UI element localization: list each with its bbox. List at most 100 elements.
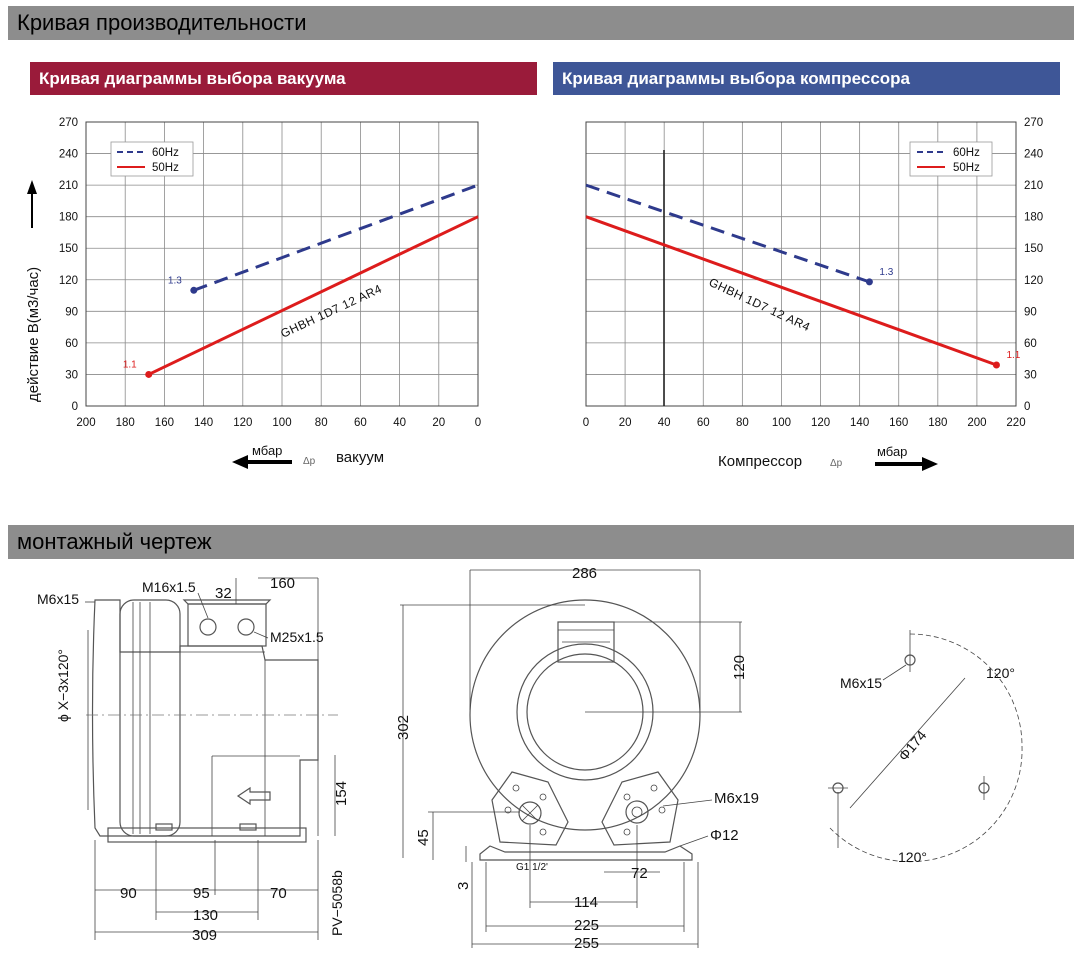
y-tick-label: 90 xyxy=(1024,306,1037,318)
x-tick-label: 220 xyxy=(1006,417,1025,429)
x-tick-label: 0 xyxy=(583,417,589,429)
series-end-label: 1.3 xyxy=(879,267,893,278)
flange-120-top-label: 120° xyxy=(986,665,1015,681)
vacuum-dp-symbol: Δp xyxy=(303,456,316,467)
compressor-x-axis-label: Компрессор xyxy=(718,453,802,470)
y-tick-label: 120 xyxy=(1024,275,1043,287)
legend-60hz-label: 60Hz xyxy=(953,147,980,159)
x-tick-label: 80 xyxy=(736,417,749,429)
side-32-dim: 32 xyxy=(215,585,232,602)
y-tick-label: 180 xyxy=(59,212,78,224)
series-endpoint xyxy=(992,361,1000,369)
front-302-dim: 302 xyxy=(395,715,412,740)
x-tick-label: 140 xyxy=(850,417,869,429)
compressor-chart-ticks: 0 20 40 60 80 100 120 140 160 180 200 220 0 30 60 90 120… xyxy=(583,117,1043,429)
y-tick-label: 210 xyxy=(59,180,78,192)
front-45-dim: 45 xyxy=(415,829,432,846)
front-view: 286 120 302 45 3 M6x19 Φ12 G1 1/2' 72 11… xyxy=(395,565,759,952)
performance-section-header: Кривая производительности xyxy=(8,6,1074,40)
series-line-60hz xyxy=(193,183,479,292)
series-line-50hz xyxy=(585,215,997,367)
vacuum-x-unit: мбар xyxy=(252,443,282,458)
vacuum-chart-legend: 60Hz 50Hz xyxy=(110,141,194,177)
vacuum-chart-series: 1.3 1.1 xyxy=(123,183,479,378)
x-tick-label: 200 xyxy=(967,417,986,429)
y-tick-label: 60 xyxy=(65,338,78,350)
side-95-dim: 95 xyxy=(193,885,210,902)
front-m6x19-label: M6x19 xyxy=(714,790,759,807)
y-tick-label: 240 xyxy=(59,149,78,161)
flange-view: M6x15 120° Φ174 120° xyxy=(828,630,1023,865)
y-tick-label: 180 xyxy=(1024,212,1043,224)
x-tick-label: 100 xyxy=(272,417,291,429)
right-arrow-icon xyxy=(875,457,938,471)
y-tick-label: 150 xyxy=(1024,243,1043,255)
x-tick-label: 40 xyxy=(658,417,671,429)
front-g1-label: G1 1/2' xyxy=(516,862,548,873)
y-tick-label: 60 xyxy=(1024,338,1037,350)
y-tick-label: 30 xyxy=(65,369,78,381)
y-tick-label: 120 xyxy=(59,275,78,287)
vacuum-chart-ticks: 200 180 160 140 120 100 80 60 40 20 00306090120150… xyxy=(59,117,481,429)
y-tick-label: 270 xyxy=(59,117,78,129)
front-120-dim: 120 xyxy=(731,655,748,680)
vacuum-chart-header-text: Кривая диаграммы выбора вакуума xyxy=(39,69,346,88)
x-tick-label: 140 xyxy=(194,417,213,429)
front-114-dim: 114 xyxy=(574,894,598,911)
series-endpoint xyxy=(190,286,198,294)
vacuum-chart-grid xyxy=(85,121,479,407)
side-309-dim: 309 xyxy=(192,927,217,944)
y-axis-arrow-icon xyxy=(27,180,37,228)
side-m16-label: M16x1.5 xyxy=(142,579,196,595)
series-end-label: 1.3 xyxy=(168,275,182,286)
x-tick-label: 180 xyxy=(116,417,135,429)
side-pv-label: PV−5058b xyxy=(329,870,345,936)
y-tick-label: 270 xyxy=(1024,117,1043,129)
flange-120-bottom-label: 120° xyxy=(898,849,927,865)
compressor-chart: 0 20 40 60 80 100 120 140 160 180 200 220 0 30 60 90 120… xyxy=(583,117,1043,471)
drawing-section-title: монтажный чертеж xyxy=(17,529,212,554)
x-tick-label: 100 xyxy=(772,417,791,429)
y-tick-label: 150 xyxy=(59,243,78,255)
compressor-x-unit: мбар xyxy=(877,444,907,459)
front-255-dim: 255 xyxy=(574,935,599,952)
compressor-chart-legend: 60Hz 50Hz xyxy=(909,141,993,177)
side-m6x15-label: M6x15 xyxy=(37,591,79,607)
y-tick-label: 0 xyxy=(72,401,78,413)
x-tick-label: 160 xyxy=(155,417,174,429)
side-90-dim: 90 xyxy=(120,885,137,902)
compressor-chart-header-text: Кривая диаграммы выбора компрессора xyxy=(562,69,910,88)
x-tick-label: 120 xyxy=(233,417,252,429)
legend-50hz-label: 50Hz xyxy=(953,162,980,174)
side-130-dim: 130 xyxy=(193,907,218,924)
x-tick-label: 20 xyxy=(432,417,445,429)
side-160-dim: 160 xyxy=(270,575,295,592)
plot-frame xyxy=(585,121,1017,407)
series-end-label: 1.1 xyxy=(123,359,137,370)
series-line-50hz xyxy=(148,215,479,376)
flange-m6x15-label: M6x15 xyxy=(840,675,882,691)
vacuum-x-axis-label: вакуум xyxy=(336,449,384,466)
mounting-drawing: M6x15 M16x1.5 32 160 M25x1.5 ϕ X−3x120° … xyxy=(37,565,1023,952)
front-286-dim: 286 xyxy=(572,565,597,582)
side-m25-label: M25x1.5 xyxy=(270,629,324,645)
side-70-dim: 70 xyxy=(270,885,287,902)
side-154-dim: 154 xyxy=(333,781,350,806)
series-line-60hz xyxy=(585,183,870,284)
front-phi12-label: Φ12 xyxy=(710,827,739,844)
vacuum-y-axis-label: действие B(м3/час) xyxy=(25,267,42,402)
plot-frame xyxy=(85,121,479,407)
x-tick-label: 80 xyxy=(315,417,328,429)
performance-section-title: Кривая производительности xyxy=(17,10,307,35)
compressor-chart-series: 1.3 1.1 xyxy=(585,183,1021,369)
x-tick-label: 180 xyxy=(928,417,947,429)
x-tick-label: 0 xyxy=(475,417,481,429)
x-tick-label: 160 xyxy=(889,417,908,429)
y-tick-label: 210 xyxy=(1024,180,1043,192)
compressor-chart-header: Кривая диаграммы выбора компрессора xyxy=(553,62,1060,95)
front-72-dim: 72 xyxy=(631,865,648,882)
x-tick-label: 40 xyxy=(393,417,406,429)
y-tick-label: 0 xyxy=(1024,401,1030,413)
front-225-dim: 225 xyxy=(574,917,599,934)
x-tick-label: 200 xyxy=(76,417,95,429)
